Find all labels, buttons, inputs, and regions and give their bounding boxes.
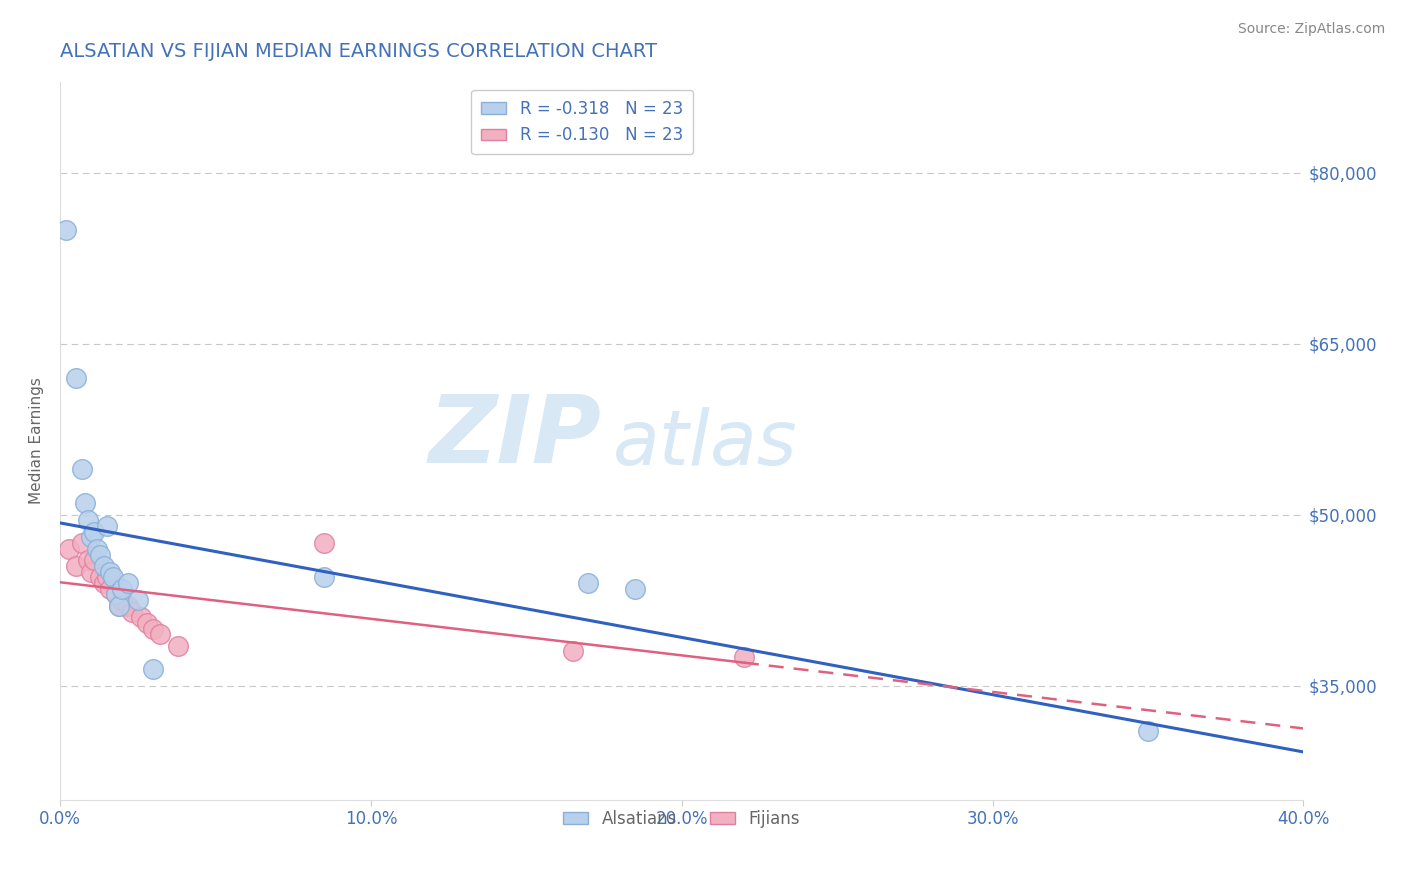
Point [117,599,139,613]
Point [127,593,149,607]
Point [83,524,105,539]
Text: ZIP: ZIP [427,391,600,483]
Point [1137,724,1160,739]
Point [65,558,87,573]
Point [104,587,127,601]
Point [70,462,93,476]
Point [86,541,108,556]
Point [101,570,124,584]
Point [96,519,118,533]
Point [80,531,103,545]
Point [73,496,96,510]
Point [117,576,139,591]
Point [108,599,131,613]
Point [77,513,100,527]
Text: atlas: atlas [613,408,797,481]
Point [111,582,134,596]
Point [77,553,100,567]
Point [93,576,115,591]
Point [624,582,647,596]
Point [314,536,336,550]
Point [89,570,111,584]
Point [561,644,583,658]
Point [93,558,115,573]
Point [314,570,336,584]
Point [136,615,159,630]
Y-axis label: Median Earnings: Median Earnings [30,377,44,504]
Point [83,553,105,567]
Point [142,661,165,675]
Point [65,371,87,385]
Point [55,223,77,237]
Text: ALSATIAN VS FIJIAN MEDIAN EARNINGS CORRELATION CHART: ALSATIAN VS FIJIAN MEDIAN EARNINGS CORRE… [60,42,657,61]
Point [111,593,134,607]
Text: Source: ZipAtlas.com: Source: ZipAtlas.com [1237,22,1385,37]
Legend: Alsatians, Fijians: Alsatians, Fijians [557,803,807,834]
Point [578,576,600,591]
Point [129,610,152,624]
Point [108,599,131,613]
Point [80,565,103,579]
Point [167,639,190,653]
Point [98,582,121,596]
Point [89,548,111,562]
Point [70,536,93,550]
Point [142,622,165,636]
Point [733,650,755,665]
Point [58,541,80,556]
Point [121,605,143,619]
Point [104,587,127,601]
Point [148,627,170,641]
Point [96,570,118,584]
Point [98,565,121,579]
